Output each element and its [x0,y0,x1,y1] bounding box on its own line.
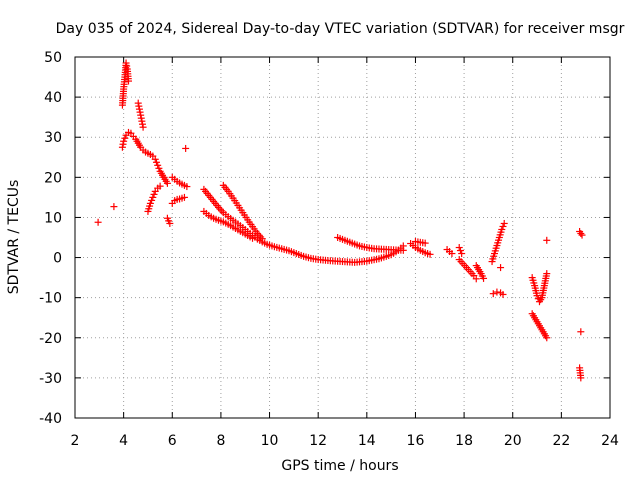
data-point [156,182,164,190]
x-tick-label: 16 [407,433,425,449]
chart-title: Day 035 of 2024, Sidereal Day-to-day VTE… [56,21,625,37]
x-tick-label: 10 [261,433,279,449]
y-tick-label: 0 [53,251,62,267]
data-point [216,205,224,213]
x-tick-label: 22 [552,433,570,449]
data-point [138,117,146,125]
data-point [139,123,147,131]
x-tick-label: 20 [504,433,522,449]
grid-lines [75,57,610,418]
data-point [151,155,159,163]
data-point [137,114,145,122]
data-point [110,203,118,211]
data-point [578,231,586,239]
y-tick-label: 50 [44,50,62,66]
data-point [218,207,226,215]
x-tick-label: 18 [455,433,473,449]
data-point [120,137,128,145]
data-point [493,288,501,296]
data-point [163,179,171,187]
data-point [455,244,463,252]
data-point [136,108,144,116]
data-point [543,270,551,278]
data-point [148,196,156,204]
data-point [146,199,154,207]
data-point [258,235,266,243]
data-point [138,120,146,128]
data-point [499,222,507,230]
plot-frame [74,56,611,419]
y-tick-label: 20 [44,170,62,186]
data-point [154,161,162,169]
data-point [123,62,131,70]
data-point [577,229,585,237]
x-axis-label: GPS time / hours [281,458,398,474]
data-point [577,374,585,382]
data-point [180,193,188,201]
data-point [500,219,508,227]
data-point [472,275,480,283]
data-point [152,158,160,166]
data-point [134,99,142,107]
data-point [118,143,126,151]
data-point [499,290,507,298]
data-point [426,250,434,258]
x-tick-label: 4 [119,433,128,449]
axis-ticks: 2 4 6 8 10 12 14 16 18 20 22 24-40-30-20-1001020304… [39,50,619,449]
data-point [150,190,158,198]
y-tick-label: 40 [44,90,62,106]
data-point [577,328,585,336]
x-tick-label: 8 [216,433,225,449]
data-point [182,144,190,152]
data-point [122,59,130,67]
data-point [183,183,191,191]
data-point [155,164,163,172]
x-tick-label: 14 [358,433,376,449]
data-point [125,77,132,85]
x-tick-label: 6 [168,433,177,449]
y-tick-label: -40 [39,411,62,427]
data-point [421,239,429,247]
data-point [456,247,464,255]
x-tick-label: 12 [309,433,327,449]
data-point [448,250,456,258]
data-point [489,290,497,298]
y-tick-label: 30 [44,130,62,146]
x-tick-label: 24 [601,433,619,449]
data-point [121,134,129,142]
data-points [94,59,586,382]
data-point [166,219,174,227]
y-axis-label: SDTVAR / TECUs [6,180,22,295]
x-tick-label: 2 [71,433,80,449]
y-tick-label: -10 [39,291,62,307]
data-point [94,218,102,226]
y-tick-label: 10 [44,210,62,226]
data-point [543,236,551,244]
data-point [135,102,143,110]
data-point [480,274,488,282]
data-point [497,264,505,272]
data-point [399,246,407,254]
y-tick-label: -20 [39,331,62,347]
data-point [543,334,551,342]
data-point [498,225,506,233]
data-point [458,250,466,258]
data-point [135,105,143,113]
data-point [149,193,157,201]
data-point [119,140,127,148]
y-tick-label: -30 [39,371,62,387]
data-point [249,234,257,242]
data-point [137,111,145,119]
